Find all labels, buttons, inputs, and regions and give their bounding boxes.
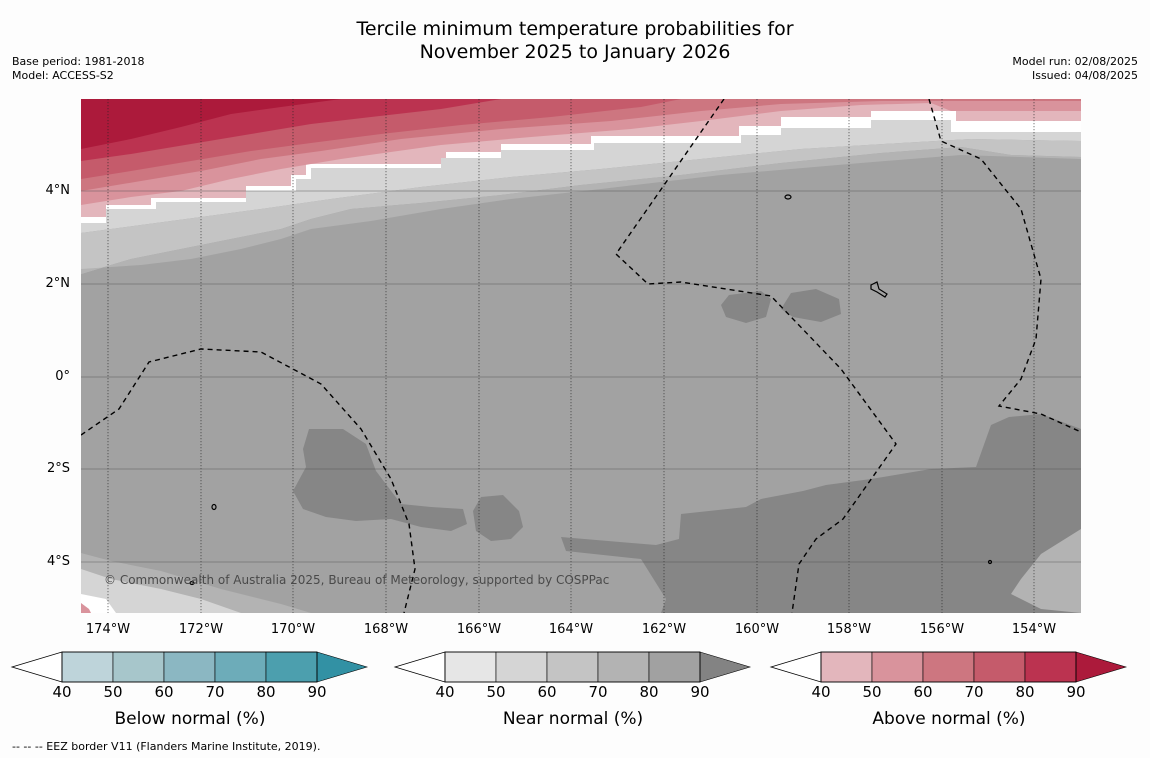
islands [189,194,993,586]
near-normal-90-patch-south [561,414,1081,613]
lon-label-160w: 160°W [734,622,780,637]
base-period: Base period: 1981-2018 [12,55,145,68]
colorbar-below-normal [10,651,369,683]
lat-label-4n: 4°N [45,183,71,198]
white-sw [81,594,116,613]
above-tick-40: 40 [811,683,831,701]
below-tick-40: 40 [52,683,72,701]
below-normal-segment-6 [316,651,369,683]
near-tick-70: 70 [588,683,608,701]
below-normal-segment-1 [61,651,114,683]
lon-label-174w: 174°W [85,622,131,637]
near-normal-90-patch-mid [473,495,523,541]
lon-label-166w: 166°W [456,622,502,637]
below-normal-segment-3 [163,651,216,683]
lat-label-2n: 2°N [45,276,71,291]
below-tick-90: 90 [307,683,327,701]
lon-label-158w: 158°W [826,622,872,637]
above-normal-segment-3 [922,651,975,683]
run-info: Model run: 02/08/2025 Issued: 04/08/2025 [1012,55,1138,83]
above-normal-segment-2 [871,651,924,683]
below-tick-50: 50 [103,683,123,701]
near-tick-60: 60 [537,683,557,701]
near-tick-50: 50 [486,683,506,701]
above-normal-90 [81,99,341,149]
near-normal-sw-50 [81,569,241,613]
above-normal-segment-1 [820,651,873,683]
model-run-date: Model run: 02/08/2025 [1012,55,1138,68]
lon-label-164w: 164°W [548,622,594,637]
below-normal-segment-2 [112,651,165,683]
above-tick-60: 60 [913,683,933,701]
above-normal-segment-5 [1024,651,1077,683]
title-line-1: Tercile minimum temperature probabilitie… [356,18,794,40]
model-name: Model: ACCESS-S2 [12,69,114,82]
above-tick-80: 80 [1015,683,1035,701]
near-normal-segment-1 [444,651,497,683]
lon-label-156w: 156°W [919,622,965,637]
latitude-lines [81,190,1081,563]
near-normal-se-70 [1011,529,1081,613]
near-tick-80: 80 [639,683,659,701]
below-normal-segment-4 [214,651,267,683]
lon-label-172w: 172°W [178,622,224,637]
near-normal-90-patch-west [293,429,467,531]
near-normal-segment-6 [699,651,752,683]
near-normal-segment-3 [546,651,599,683]
near-normal-90-patch-ne [781,289,841,322]
probability-map [81,99,1081,613]
eez-border-note: -- -- -- EEZ border V11 (Flanders Marine… [12,740,321,753]
above-normal-label: Above normal (%) [872,709,1026,729]
lat-label-4s: 4°S [46,554,70,569]
near-normal-segment-4 [597,651,650,683]
colorbar-above-normal [769,651,1128,683]
above-normal-sw [81,603,91,613]
title-line-2: November 2025 to January 2026 [419,41,731,63]
near-normal-segment-5 [648,651,701,683]
colorbar-near-normal [393,651,752,683]
near-tick-90: 90 [690,683,710,701]
near-normal-label: Near normal (%) [502,709,644,729]
below-tick-80: 80 [256,683,276,701]
copyright-notice: © Commonwealth of Australia 2025, Bureau… [104,573,610,587]
above-tick-90: 90 [1066,683,1086,701]
eez-borders [81,99,1081,613]
lat-label-2s: 2°S [46,461,70,476]
model-info: Base period: 1981-2018 Model: ACCESS-S2 [12,55,144,83]
below-normal-segment-5 [265,651,318,683]
above-normal-segment-6 [1075,651,1128,683]
lat-label-0: 0° [55,369,70,384]
issued-date: Issued: 04/08/2025 [1031,69,1138,82]
below-tick-60: 60 [154,683,174,701]
near-normal-60-band [81,139,1081,274]
below-normal-label: Below normal (%) [114,709,266,729]
near-normal-segment-2 [495,651,548,683]
above-tick-70: 70 [964,683,984,701]
near-tick-40: 40 [435,683,455,701]
below-tick-70: 70 [205,683,225,701]
above-tick-50: 50 [862,683,882,701]
lon-label-154w: 154°W [1011,622,1057,637]
near-normal-90-patch-north [721,291,771,323]
lon-label-170w: 170°W [270,622,316,637]
map-title: Tercile minimum temperature probabilitie… [0,18,1150,64]
lon-label-162w: 162°W [641,622,687,637]
lon-label-168w: 168°W [363,622,409,637]
above-normal-segment-4 [973,651,1026,683]
